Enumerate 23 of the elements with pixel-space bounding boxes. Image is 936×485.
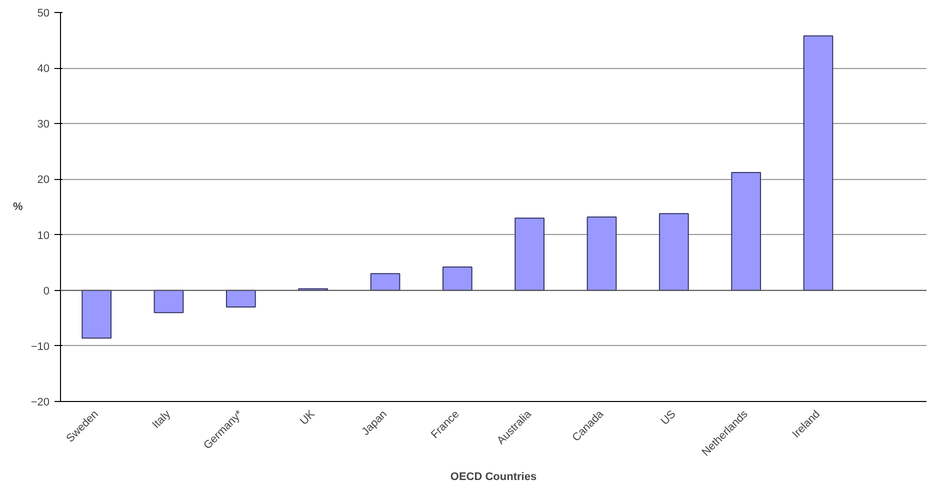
bar [82,290,112,339]
bar [731,172,762,291]
y-axis-title: % [13,201,24,213]
y-tick-label: 30 [37,118,50,131]
y-tick-label: 0 [43,285,50,298]
x-tick-label: US [658,408,678,428]
bar [803,35,834,291]
bar [442,266,472,291]
x-axis-title: OECD Countries [450,470,537,483]
y-tick-label: −20 [30,396,50,408]
y-tick-label: −10 [30,340,50,353]
x-tick-label: Italy [150,408,174,432]
x-tick-label: UK [298,408,318,428]
y-tick-label: 10 [37,230,50,242]
bar [514,218,545,291]
y-tick-label: 40 [37,63,50,76]
y-tick-label: 20 [37,174,50,186]
bar [370,273,400,291]
y-tick-label: 50 [37,8,50,20]
bar [658,213,689,291]
bar [586,216,617,291]
bar [226,290,256,308]
bar [154,290,184,314]
